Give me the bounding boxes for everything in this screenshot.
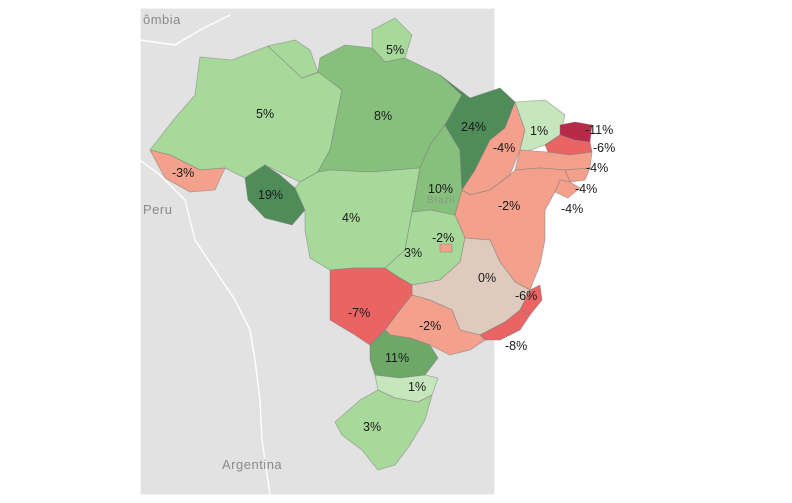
label-tocantins: 10% [428, 182, 453, 196]
label-mato-grosso-do-sul: -7% [348, 306, 370, 320]
label-espirito-santo: -6% [515, 289, 537, 303]
label-rio-grande-do-norte: -11% [585, 123, 613, 137]
label-rondonia: 19% [258, 188, 283, 202]
state-parana[interactable] [369, 329, 439, 379]
state-espirito-santo[interactable] [519, 284, 543, 316]
state-rio-grande-do-sul[interactable] [334, 389, 433, 471]
state-distrito-federal[interactable] [439, 243, 453, 253]
label-ceara: 1% [530, 124, 548, 138]
country-label-colombia: ômbia [143, 12, 181, 27]
label-rio-de-janeiro: -8% [505, 339, 527, 353]
label-sergipe: -4% [561, 202, 583, 216]
label-maranhao: 24% [461, 120, 486, 134]
country-label-peru: Peru [143, 202, 172, 217]
label-distrito-federal: -2% [432, 231, 454, 245]
state-acre[interactable] [149, 149, 226, 193]
label-rio-grande-do-sul: 3% [363, 420, 381, 434]
label-alagoas: -4% [575, 182, 597, 196]
country-label-argentina: Argentina [222, 457, 282, 472]
label-bahia: -2% [498, 199, 520, 213]
label-parana: 11% [385, 351, 409, 365]
label-amapa: 5% [386, 43, 404, 57]
label-minas-gerais: 0% [478, 271, 496, 285]
label-acre: -3% [172, 166, 194, 180]
label-mato-grosso: 4% [342, 211, 360, 225]
country-label-brazil: Brazil [427, 195, 455, 206]
peru-border [139, 159, 256, 361]
label-goias: 3% [404, 246, 422, 260]
argentina-border [254, 359, 271, 496]
state-roraima[interactable] [267, 39, 319, 79]
label-sao-paulo: -2% [419, 319, 441, 333]
label-para: 8% [374, 109, 392, 123]
label-paraiba: -6% [593, 141, 615, 155]
label-piaui: -4% [493, 141, 515, 155]
label-santa-catarina: 1% [408, 380, 426, 394]
colombia-border [139, 14, 231, 46]
label-amazonas: 5% [256, 107, 274, 121]
label-pernambuco: -4% [586, 161, 608, 175]
